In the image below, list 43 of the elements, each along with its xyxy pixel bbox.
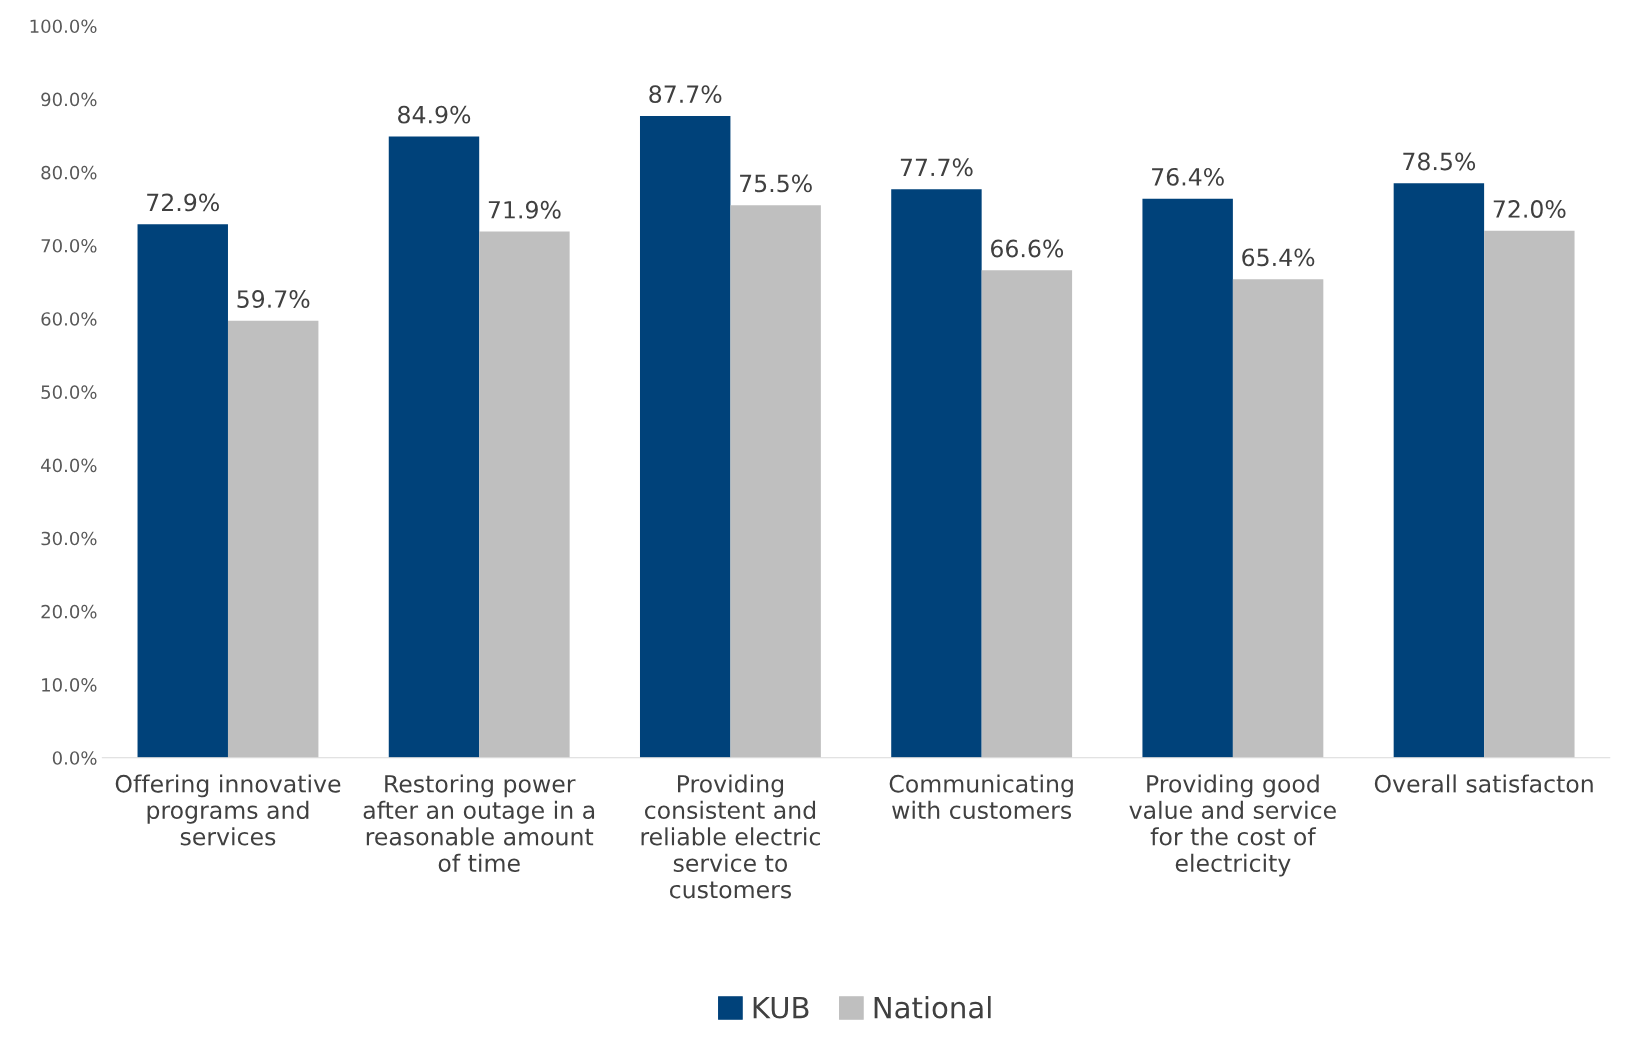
y-tick-label: 30.0% (41, 531, 97, 546)
bar (639, 115, 731, 758)
y-tick-label: 70.0% (41, 238, 97, 253)
text: 75.5% (740, 174, 812, 193)
x-tick-label: Offering innovative programs and services (115, 774, 341, 846)
y-tick-label: 10.0% (42, 678, 97, 692)
text: 72.9% (147, 193, 219, 212)
bar (388, 136, 480, 758)
bar (730, 205, 821, 758)
bar (981, 270, 1073, 758)
bar (1232, 279, 1324, 758)
x-tick-label: Communicating with customers (889, 774, 1073, 820)
x-tick-label: Restoring power after an outage in a reasonable amount of time (363, 774, 595, 872)
y-tick-label: 20.0% (41, 604, 97, 619)
bar (137, 224, 228, 758)
legend-label: KUB (753, 996, 809, 1019)
x-tick-label: Providing consistent and reliable electric service to customers (641, 774, 820, 899)
text: 66.6% (991, 239, 1064, 258)
y-tick-label: 50.0% (41, 385, 97, 399)
y-tick-label: 90.0% (41, 92, 97, 107)
bar (1142, 198, 1233, 758)
x-tick-label: Overall satisfacton (1374, 774, 1593, 793)
text: 65.4% (1242, 248, 1315, 267)
text: 76.4% (1152, 167, 1224, 186)
text: 71.9% (488, 200, 561, 219)
bar (227, 320, 319, 758)
y-tick-label: 40.0% (41, 458, 97, 473)
text: 87.7% (649, 85, 722, 104)
legend-label: National (874, 995, 991, 1019)
text: 78.5% (1403, 152, 1476, 171)
bar (1393, 183, 1485, 758)
y-tick-label: 0.0% (52, 751, 97, 765)
y-tick-label: 60.0% (41, 312, 97, 326)
text: 84.9% (398, 105, 471, 124)
text: 77.7% (900, 158, 973, 177)
bar (1484, 230, 1575, 758)
bar (479, 231, 570, 758)
bar (891, 189, 982, 758)
text: 59.7% (237, 290, 310, 308)
text: 72.0% (1493, 200, 1566, 218)
y-tick-label: 100.0% (30, 19, 97, 34)
y-tick-label: 80.0% (41, 165, 97, 180)
x-tick-label: Providing good value and service for the cost of electricity (1129, 774, 1336, 877)
